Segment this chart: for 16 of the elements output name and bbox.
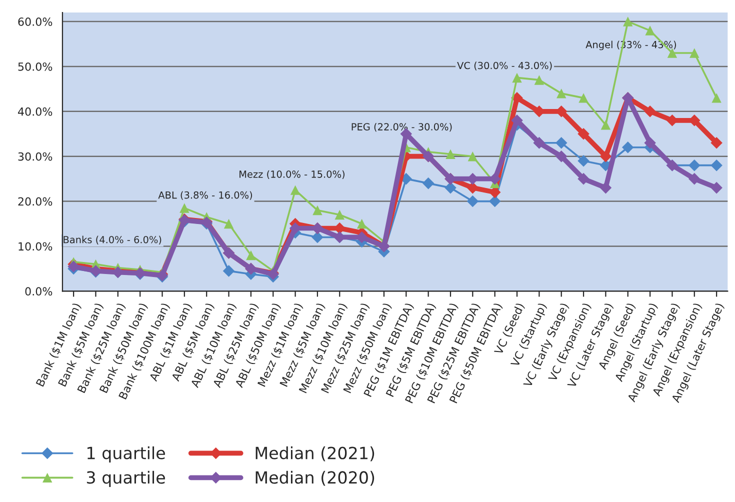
annotation: Banks (4.0% - 6.0%) (64, 236, 162, 244)
annotation: Mezz (10.0% - 15.0%) (240, 170, 344, 179)
y-tick-label: 40.0% (18, 107, 52, 116)
legend-label: Median (2020) (256, 470, 374, 486)
legend-label: Median (2021) (256, 446, 374, 462)
y-tick-label: 60.0% (18, 18, 52, 26)
legend-label: 1 quartile (88, 446, 165, 463)
y-tick-label: 30.0% (18, 152, 52, 161)
annotation: ABL (3.8% - 16.0%) (158, 191, 252, 200)
y-tick-label: 50.0% (18, 62, 52, 71)
y-tick-label: 10.0% (18, 242, 52, 251)
y-tick-label: 20.0% (18, 197, 52, 206)
y-tick-label: 0.0% (25, 287, 52, 296)
annotation: VC (30.0% - 43.0%) (457, 62, 552, 70)
annotation: PEG (22.0% - 30.0%) (352, 122, 452, 132)
legend-label: 3 quartile (86, 470, 165, 487)
